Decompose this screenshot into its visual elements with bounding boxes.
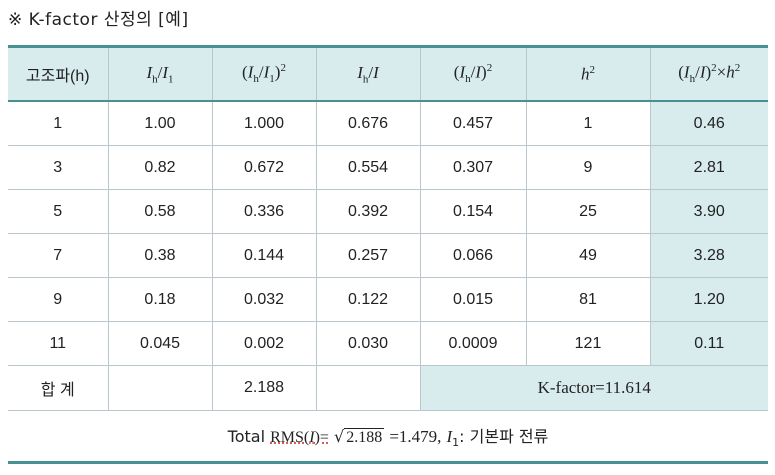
cell-c1: 0.18: [107, 277, 213, 322]
total-label: 합 계: [8, 365, 109, 411]
cell-c5: 25: [525, 189, 651, 234]
cell-c1: 0.82: [107, 145, 213, 190]
cell-c2: 0.336: [211, 189, 317, 234]
rms-formula: Total RMS(I)= √ 2.188 =1.479, I1: 기본파 전류: [8, 410, 768, 464]
table-row: 3 0.82 0.672 0.554 0.307 9 2.81: [8, 145, 768, 190]
cell-c6: 0.46: [649, 100, 768, 146]
cell-c3: 0.122: [315, 277, 421, 322]
cell-c5: 9: [525, 145, 651, 190]
table-row: 11 0.045 0.002 0.030 0.0009 121 0.11: [8, 321, 768, 366]
header-harmonic: 고조파(h): [8, 45, 109, 102]
cell-c4: 0.0009: [419, 321, 527, 366]
cell-c1: 1.00: [107, 100, 213, 146]
section-title: ※ K-factor 산정의 [예]: [8, 10, 189, 30]
cell-c4: 0.066: [419, 233, 527, 278]
radicand: 2.188: [344, 427, 385, 446]
cell-c6: 3.90: [649, 189, 768, 234]
k-factor-result: K-factor=11.614: [419, 365, 768, 411]
k-factor-table: 고조파(h) Ih/I1 (Ih/I1)2 Ih/I (Ih/I)2 h2 (I…: [8, 45, 768, 464]
cell-c5: 81: [525, 277, 651, 322]
cell-h: 7: [8, 233, 109, 278]
cell-c1: 0.58: [107, 189, 213, 234]
cell-c6: 2.81: [649, 145, 768, 190]
cell-c2: 1.000: [211, 100, 317, 146]
cell-c6: 1.20: [649, 277, 768, 322]
cell-c1: 0.38: [107, 233, 213, 278]
cell-h: 9: [8, 277, 109, 322]
cell-c3: 0.676: [315, 100, 421, 146]
cell-h: 1: [8, 100, 109, 146]
cell-c6: 3.28: [649, 233, 768, 278]
rms-label: RMS(I)=: [270, 428, 329, 446]
cell-c3: 0.554: [315, 145, 421, 190]
cell-c4: 0.457: [419, 100, 527, 146]
table-row: 7 0.38 0.144 0.257 0.066 49 3.28: [8, 233, 768, 278]
table-row: 5 0.58 0.336 0.392 0.154 25 3.90: [8, 189, 768, 234]
footer-row: Total RMS(I)= √ 2.188 =1.479, I1: 기본파 전류: [8, 410, 768, 464]
header-ih-over-i-squared: (Ih/I)2: [419, 45, 527, 102]
header-ih-over-i1-squared: (Ih/I1)2: [211, 45, 317, 102]
cell-c2: 0.002: [211, 321, 317, 366]
cell-c4: 0.307: [419, 145, 527, 190]
header-ih-over-i: Ih/I: [315, 45, 421, 102]
cell-c5: 121: [525, 321, 651, 366]
total-empty-cell: [107, 365, 213, 411]
table-row: 9 0.18 0.032 0.122 0.015 81 1.20: [8, 277, 768, 322]
total-empty-cell: [315, 365, 421, 411]
cell-c3: 0.392: [315, 189, 421, 234]
total-row: 합 계 2.188 K-factor=11.614: [8, 365, 768, 411]
header-ih-over-i1: Ih/I1: [107, 45, 213, 102]
footer-prefix: Total: [227, 426, 266, 446]
cell-c6: 0.11: [649, 321, 768, 366]
table-row: 1 1.00 1.000 0.676 0.457 1 0.46: [8, 100, 768, 146]
total-sum: 2.188: [211, 365, 317, 411]
cell-c2: 0.144: [211, 233, 317, 278]
cell-c5: 1: [525, 100, 651, 146]
header-h-squared: h2: [525, 45, 651, 102]
cell-c1: 0.045: [107, 321, 213, 366]
cell-c2: 0.672: [211, 145, 317, 190]
i1-definition: I1: 기본파 전류: [446, 426, 549, 450]
sqrt-icon: √: [334, 426, 345, 446]
cell-c4: 0.154: [419, 189, 527, 234]
header-weighted: (Ih/I)2×h2: [649, 45, 768, 102]
cell-c3: 0.030: [315, 321, 421, 366]
cell-c3: 0.257: [315, 233, 421, 278]
rms-result: =1.479,: [389, 426, 442, 446]
cell-c4: 0.015: [419, 277, 527, 322]
cell-h: 3: [8, 145, 109, 190]
cell-h: 11: [8, 321, 109, 366]
cell-c5: 49: [525, 233, 651, 278]
table-header-row: 고조파(h) Ih/I1 (Ih/I1)2 Ih/I (Ih/I)2 h2 (I…: [8, 45, 768, 102]
cell-h: 5: [8, 189, 109, 234]
cell-c2: 0.032: [211, 277, 317, 322]
